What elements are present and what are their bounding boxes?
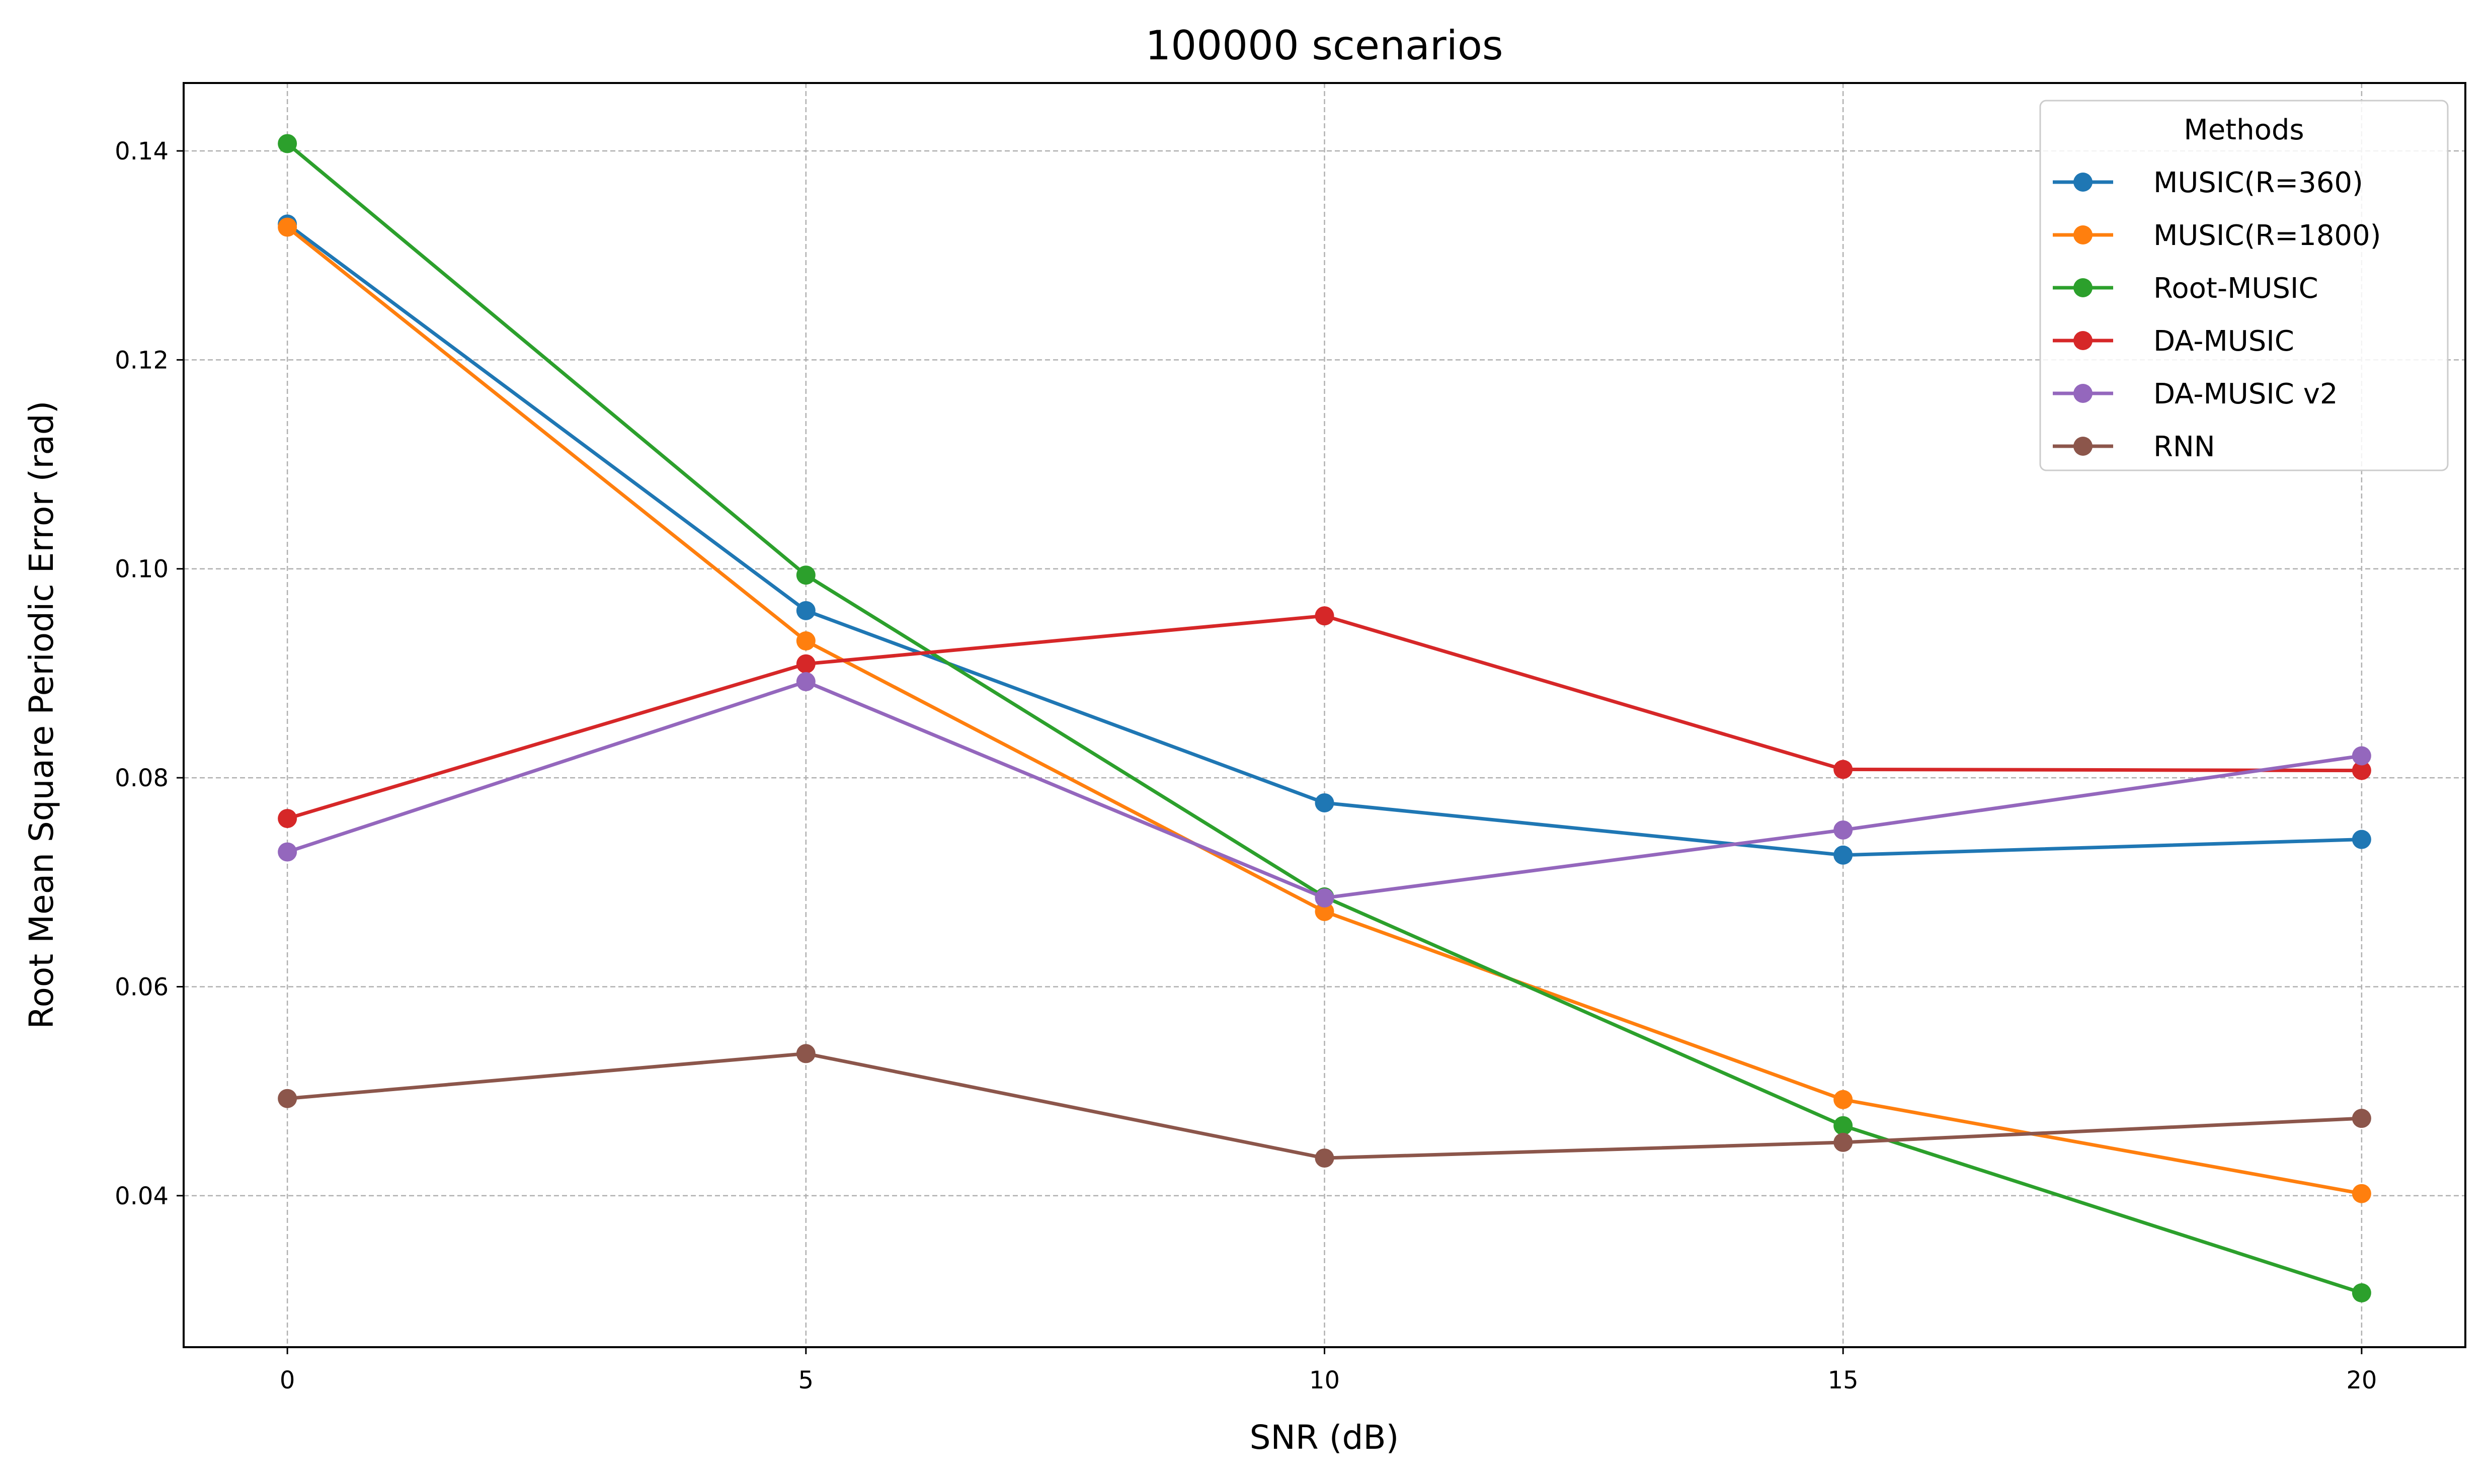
data-point (278, 217, 297, 237)
legend-swatch-marker (2073, 384, 2093, 403)
axes: 0 5 10 15 20 0.04 0.06 0.08 0.10 0.12 0.14 (115, 137, 2377, 1394)
legend-label: DA-MUSIC v2 (2153, 378, 2338, 410)
data-point (796, 654, 816, 674)
data-point (1833, 845, 1853, 865)
x-tick-label: 15 (1828, 1366, 1859, 1394)
data-point (796, 631, 816, 651)
y-tick-label: 0.08 (115, 764, 169, 792)
y-tick-label: 0.12 (115, 346, 169, 374)
legend: Methods MUSIC(R=360) MUSIC(R=1800) Root-MU… (2039, 100, 2449, 471)
data-point (2352, 1283, 2371, 1303)
series-da-music-v2 (278, 672, 2371, 908)
x-axis-label: SNR (dB) (1250, 1418, 1399, 1457)
data-point (1315, 901, 1334, 921)
y-tick-label: 0.10 (115, 555, 169, 584)
legend-entry: DA-MUSIC (2053, 325, 2294, 358)
data-point (1833, 760, 1853, 779)
data-point (2352, 830, 2371, 849)
x-tick-label: 5 (798, 1366, 814, 1394)
data-point (796, 672, 816, 692)
data-point (1833, 1116, 1853, 1135)
data-point (1315, 888, 1334, 908)
data-point (1833, 1090, 1853, 1109)
y-tick-label: 0.06 (115, 973, 169, 1001)
series-rnn (278, 1044, 2371, 1168)
data-point (1315, 793, 1334, 812)
data-point (1833, 1132, 1853, 1152)
data-point (796, 601, 816, 620)
data-point (1315, 606, 1334, 626)
x-tick-label: 10 (1309, 1366, 1340, 1394)
series-music-r-1800- (278, 217, 2371, 1203)
legend-swatch-marker (2073, 225, 2093, 244)
legend-entry: MUSIC(R=360) (2053, 167, 2363, 199)
legend-label: RNN (2153, 431, 2215, 463)
data-point (1833, 820, 1853, 840)
data-point (796, 565, 816, 585)
legend-swatch-marker (2073, 331, 2093, 350)
data-point (2352, 1109, 2371, 1128)
series-group (278, 134, 2371, 1303)
legend-swatch-marker (2073, 278, 2093, 297)
legend-entry: DA-MUSIC v2 (2053, 378, 2338, 410)
y-axis-label: Root Mean Square Periodic Error (rad) (22, 401, 61, 1029)
legend-swatch-marker (2073, 173, 2093, 192)
legend-entry: Root-MUSIC (2053, 272, 2318, 305)
data-point (278, 842, 297, 862)
data-point (796, 1044, 816, 1063)
legend-swatch-marker (2073, 437, 2093, 456)
data-point (2352, 1184, 2371, 1203)
data-point (2352, 746, 2371, 766)
legend-entry: MUSIC(R=1800) (2053, 219, 2381, 252)
legend-label: MUSIC(R=360) (2153, 167, 2363, 199)
legend-label: Root-MUSIC (2153, 272, 2318, 305)
data-point (2352, 761, 2371, 780)
legend-title: Methods (2184, 114, 2304, 146)
data-point (278, 1089, 297, 1108)
x-tick-label: 20 (2346, 1366, 2377, 1394)
data-point (278, 809, 297, 829)
legend-label: DA-MUSIC (2153, 325, 2294, 358)
data-point (278, 134, 297, 153)
chart-title: 100000 scenarios (1145, 22, 1503, 69)
legend-label: MUSIC(R=1800) (2153, 219, 2381, 252)
x-tick-label: 0 (280, 1366, 295, 1394)
legend-entry: RNN (2053, 431, 2215, 463)
data-point (1315, 1148, 1334, 1168)
series-da-music (278, 606, 2371, 829)
legend-box (2039, 100, 2449, 471)
y-tick-label: 0.04 (115, 1182, 169, 1210)
y-tick-label: 0.14 (115, 137, 169, 166)
